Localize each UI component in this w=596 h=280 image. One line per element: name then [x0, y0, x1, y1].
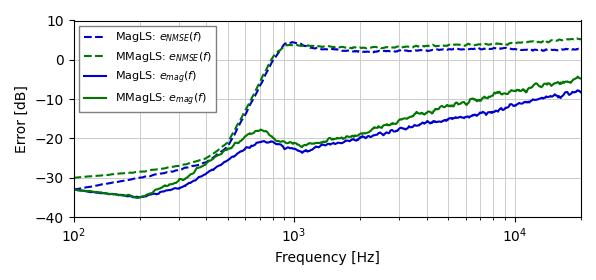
MMagLS: $e_{mag}(f)$: (394, -26.7): $e_{mag}(f)$: (394, -26.7): [201, 163, 209, 167]
MMagLS: $e_{NMSE}(f)$: (100, -30): $e_{NMSE}(f)$: (100, -30): [70, 176, 77, 179]
MagLS: $e_{NMSE}(f)$: (255, -28.8): $e_{NMSE}(f)$: (255, -28.8): [160, 172, 167, 175]
MagLS: $e_{mag}(f)$: (2.29e+03, -19.2): $e_{mag}(f)$: (2.29e+03, -19.2): [370, 134, 377, 137]
MagLS: $e_{NMSE}(f)$: (3.47e+03, 2.26): $e_{NMSE}(f)$: (3.47e+03, 2.26): [409, 49, 417, 53]
MMagLS: $e_{mag}(f)$: (2e+04, -4.78): $e_{mag}(f)$: (2e+04, -4.78): [578, 77, 585, 80]
X-axis label: Frequency [Hz]: Frequency [Hz]: [275, 251, 380, 265]
MMagLS: $e_{mag}(f)$: (258, -32.1): $e_{mag}(f)$: (258, -32.1): [160, 184, 167, 188]
MagLS: $e_{NMSE}(f)$: (980, 4.52): $e_{NMSE}(f)$: (980, 4.52): [288, 40, 296, 44]
MMagLS: $e_{NMSE}(f)$: (1.11e+03, 3.57): $e_{NMSE}(f)$: (1.11e+03, 3.57): [300, 44, 308, 47]
MagLS: $e_{mag}(f)$: (2e+04, -8.32): $e_{mag}(f)$: (2e+04, -8.32): [578, 91, 585, 94]
MagLS: $e_{mag}(f)$: (198, -35): $e_{mag}(f)$: (198, -35): [135, 196, 142, 199]
MMagLS: $e_{mag}(f)$: (196, -35.1): $e_{mag}(f)$: (196, -35.1): [134, 196, 141, 200]
Line: MagLS: $e_{NMSE}(f)$: MagLS: $e_{NMSE}(f)$: [73, 42, 581, 190]
MagLS: $e_{NMSE}(f)$: (390, -26.2): $e_{NMSE}(f)$: (390, -26.2): [200, 161, 207, 164]
MMagLS: $e_{mag}(f)$: (100, -33): $e_{mag}(f)$: (100, -33): [70, 188, 77, 191]
MMagLS: $e_{mag}(f)$: (2.29e+03, -17.5): $e_{mag}(f)$: (2.29e+03, -17.5): [370, 127, 377, 130]
MMagLS: $e_{mag}(f)$: (1.93e+04, -4.28): $e_{mag}(f)$: (1.93e+04, -4.28): [574, 75, 581, 78]
MMagLS: $e_{NMSE}(f)$: (2e+04, 5.29): $e_{NMSE}(f)$: (2e+04, 5.29): [578, 37, 585, 41]
MagLS: $e_{mag}(f)$: (100, -33): $e_{mag}(f)$: (100, -33): [70, 188, 77, 191]
MagLS: $e_{NMSE}(f)$: (2e+04, 2.82): $e_{NMSE}(f)$: (2e+04, 2.82): [578, 47, 585, 50]
Line: MMagLS: $e_{mag}(f)$: MMagLS: $e_{mag}(f)$: [73, 77, 581, 198]
MagLS: $e_{mag}(f)$: (5.45e+03, -14.8): $e_{mag}(f)$: (5.45e+03, -14.8): [453, 116, 460, 120]
MagLS: $e_{NMSE}(f)$: (100, -33): $e_{NMSE}(f)$: (100, -33): [70, 188, 77, 191]
MagLS: $e_{mag}(f)$: (394, -29.2): $e_{mag}(f)$: (394, -29.2): [201, 173, 209, 176]
Y-axis label: Error [dB]: Error [dB]: [15, 85, 29, 153]
MagLS: $e_{NMSE}(f)$: (1.11e+03, 3.62): $e_{NMSE}(f)$: (1.11e+03, 3.62): [300, 44, 308, 47]
Line: MMagLS: $e_{NMSE}(f)$: MMagLS: $e_{NMSE}(f)$: [73, 38, 581, 178]
Legend: MagLS: $e_{NMSE}(f)$, MMagLS: $e_{NMSE}(f)$, MagLS: $e_{mag}(f)$, MMagLS: $e_{ma: MagLS: $e_{NMSE}(f)$, MMagLS: $e_{NMSE}(…: [79, 26, 216, 112]
MagLS: $e_{mag}(f)$: (3.47e+03, -16.9): $e_{mag}(f)$: (3.47e+03, -16.9): [409, 125, 417, 128]
MMagLS: $e_{NMSE}(f)$: (394, -25.2): $e_{NMSE}(f)$: (394, -25.2): [201, 157, 209, 160]
MMagLS: $e_{NMSE}(f)$: (5.45e+03, 3.88): $e_{NMSE}(f)$: (5.45e+03, 3.88): [453, 43, 460, 46]
MMagLS: $e_{NMSE}(f)$: (1.91e+04, 5.45): $e_{NMSE}(f)$: (1.91e+04, 5.45): [573, 37, 581, 40]
MagLS: $e_{NMSE}(f)$: (2.29e+03, 1.89): $e_{NMSE}(f)$: (2.29e+03, 1.89): [370, 51, 377, 54]
MMagLS: $e_{NMSE}(f)$: (258, -27.6): $e_{NMSE}(f)$: (258, -27.6): [160, 167, 167, 170]
Line: MagLS: $e_{mag}(f)$: MagLS: $e_{mag}(f)$: [73, 90, 581, 197]
MMagLS: $e_{NMSE}(f)$: (2.29e+03, 3.24): $e_{NMSE}(f)$: (2.29e+03, 3.24): [370, 45, 377, 49]
MMagLS: $e_{mag}(f)$: (3.47e+03, -14.3): $e_{mag}(f)$: (3.47e+03, -14.3): [409, 115, 417, 118]
MagLS: $e_{NMSE}(f)$: (5.45e+03, 2.94): $e_{NMSE}(f)$: (5.45e+03, 2.94): [453, 46, 460, 50]
MMagLS: $e_{NMSE}(f)$: (101, -30): $e_{NMSE}(f)$: (101, -30): [71, 176, 78, 179]
MMagLS: $e_{mag}(f)$: (1.11e+03, -21.7): $e_{mag}(f)$: (1.11e+03, -21.7): [300, 144, 308, 147]
MagLS: $e_{mag}(f)$: (1.11e+03, -23.2): $e_{mag}(f)$: (1.11e+03, -23.2): [300, 150, 308, 153]
MagLS: $e_{mag}(f)$: (258, -33.4): $e_{mag}(f)$: (258, -33.4): [160, 190, 167, 193]
MMagLS: $e_{mag}(f)$: (5.45e+03, -10.8): $e_{mag}(f)$: (5.45e+03, -10.8): [453, 101, 460, 104]
MagLS: $e_{mag}(f)$: (1.93e+04, -7.76): $e_{mag}(f)$: (1.93e+04, -7.76): [574, 89, 581, 92]
MMagLS: $e_{NMSE}(f)$: (3.47e+03, 3.22): $e_{NMSE}(f)$: (3.47e+03, 3.22): [409, 45, 417, 49]
